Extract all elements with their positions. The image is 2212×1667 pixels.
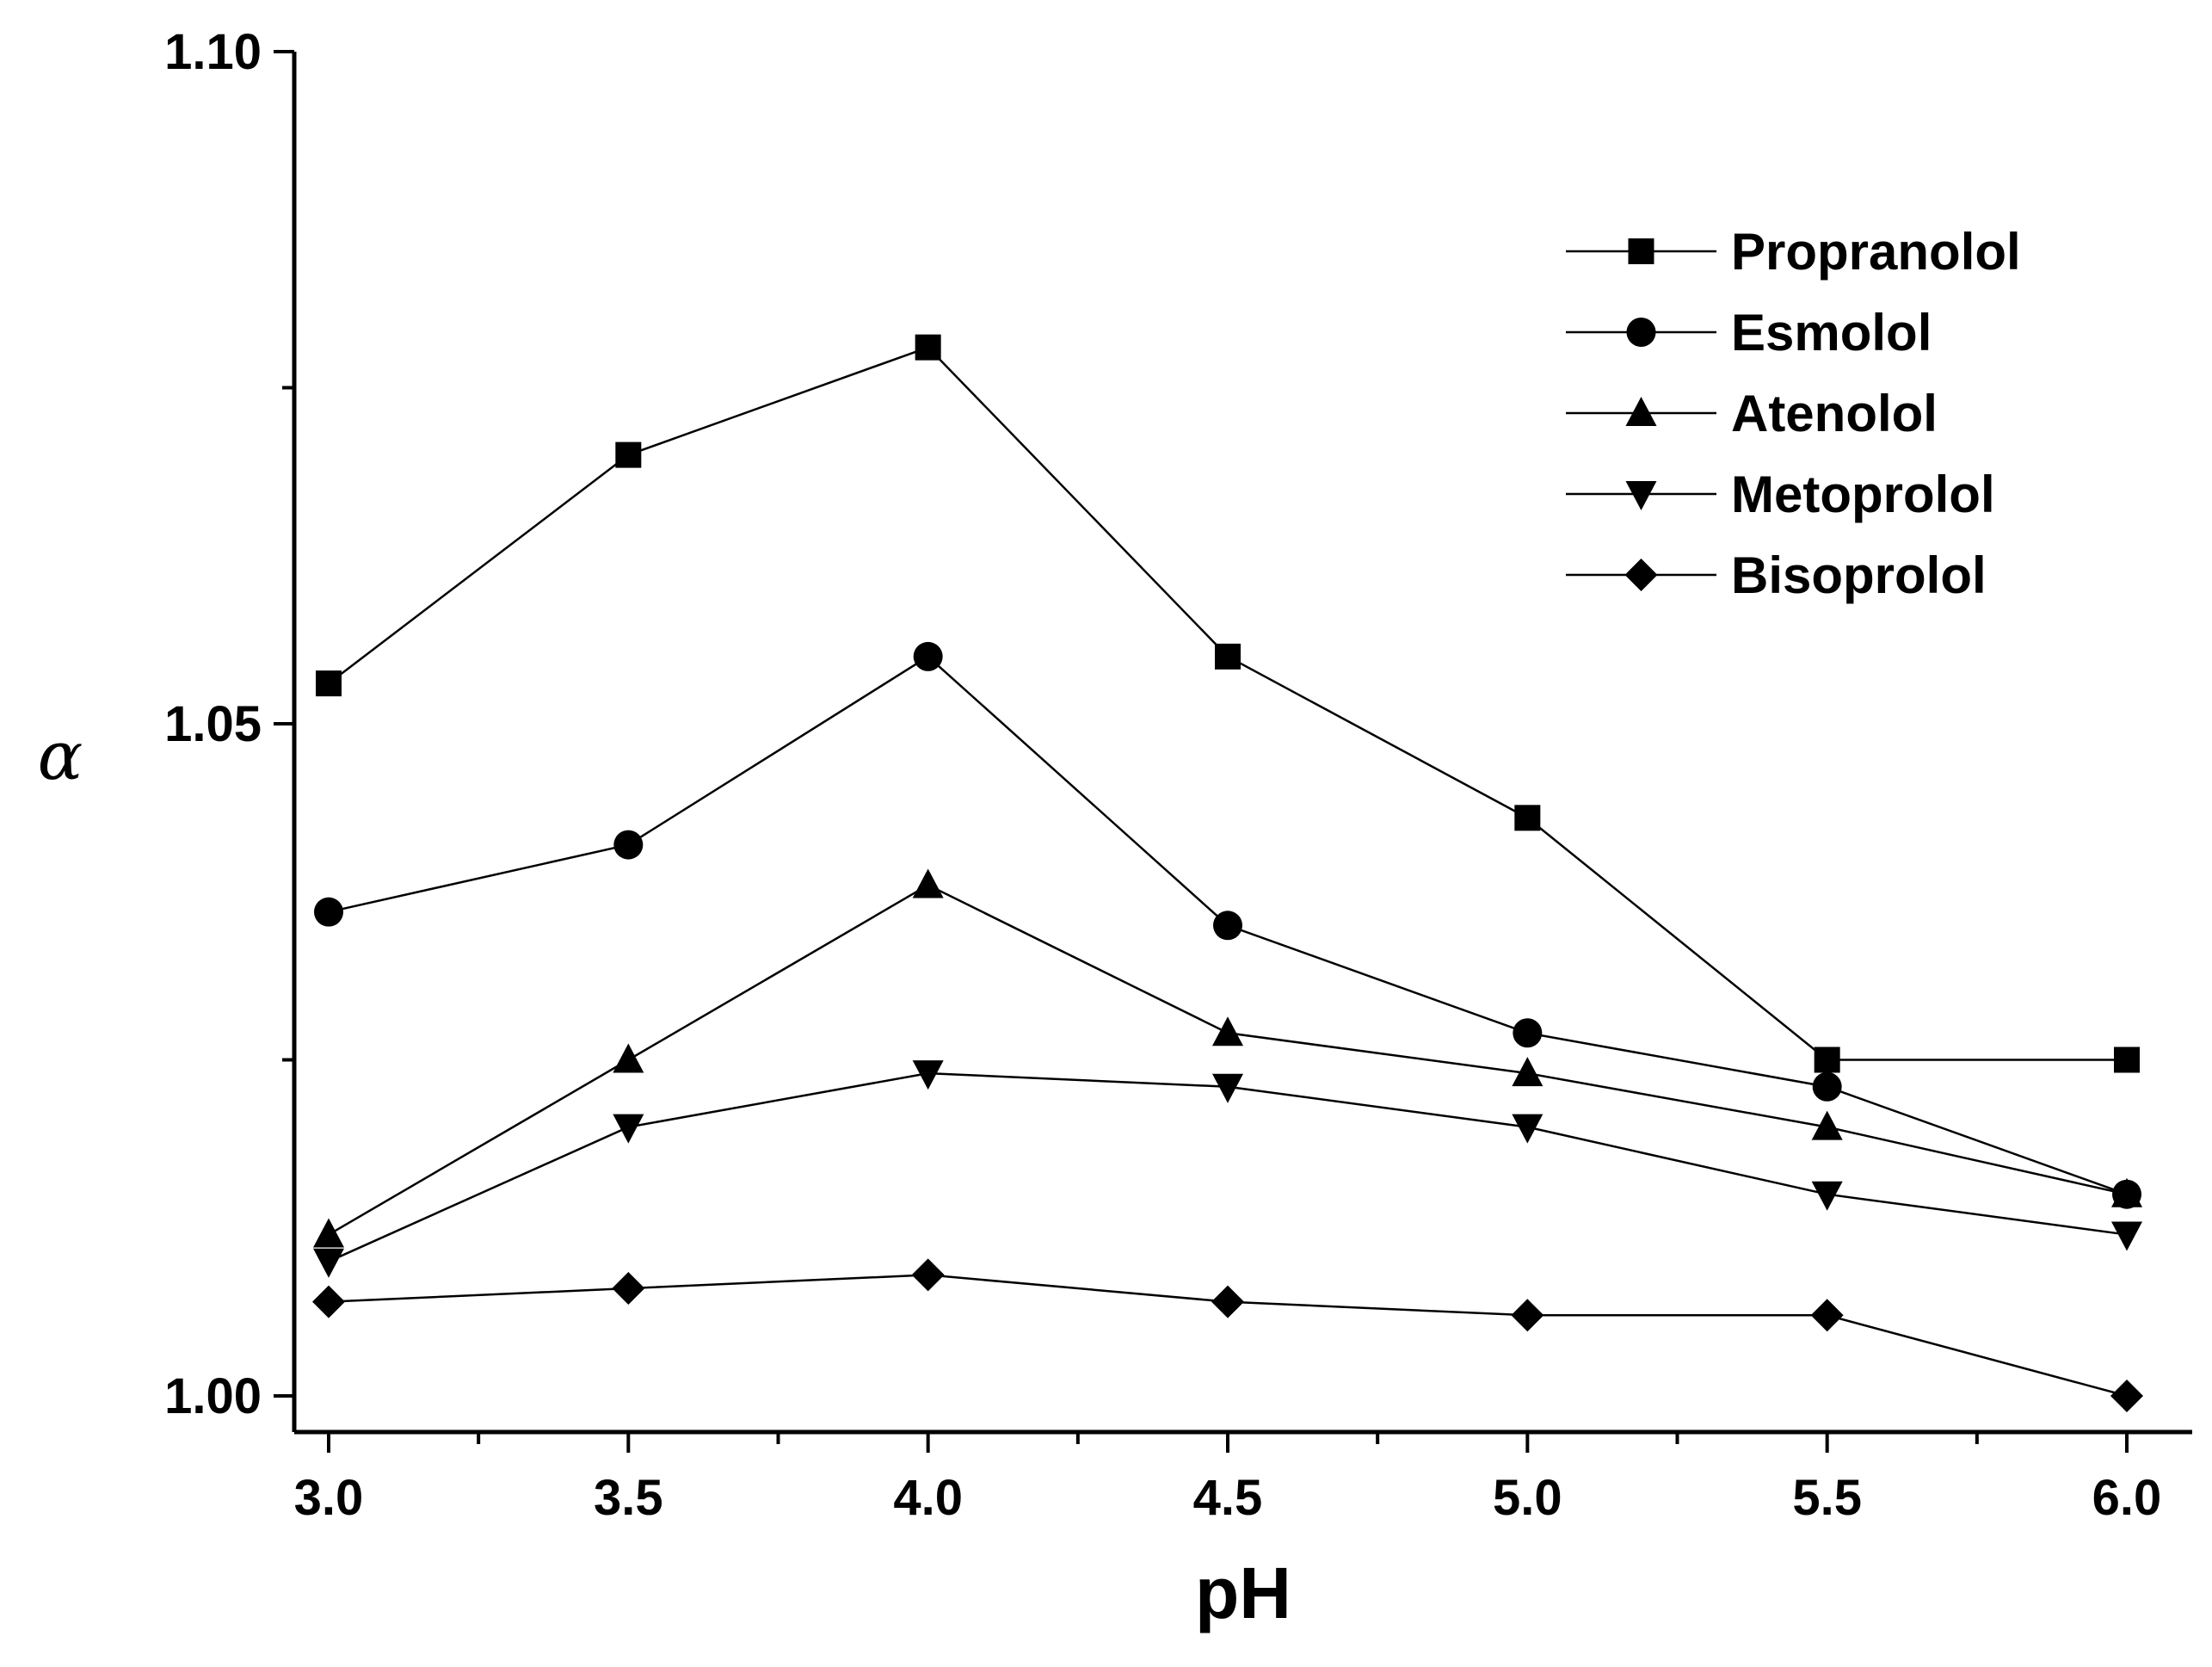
data-point-atenolol bbox=[912, 868, 944, 898]
x-tick-label: 4.0 bbox=[893, 1470, 963, 1526]
data-point-bisoprolol bbox=[1810, 1299, 1844, 1332]
data-point-metoprolol bbox=[313, 1248, 344, 1278]
legend-marker-diamond bbox=[1624, 559, 1658, 591]
x-tick-label: 4.5 bbox=[1193, 1470, 1263, 1526]
legend-marker-triangle-up bbox=[1625, 397, 1657, 426]
data-point-atenolol bbox=[313, 1218, 344, 1248]
data-point-propranolol bbox=[316, 670, 342, 697]
x-tick-label: 6.0 bbox=[2092, 1470, 2162, 1526]
data-point-metoprolol bbox=[912, 1060, 944, 1090]
legend-marker-triangle-down bbox=[1625, 481, 1657, 510]
x-tick-label: 5.0 bbox=[1493, 1470, 1562, 1526]
data-point-atenolol bbox=[1512, 1057, 1543, 1087]
series-atenolol bbox=[313, 868, 2142, 1248]
legend-label: Propranolol bbox=[1731, 223, 2021, 281]
legend-item-metoprolol: Metoprolol bbox=[1566, 466, 1995, 523]
x-tick-label: 5.5 bbox=[1792, 1470, 1862, 1526]
data-point-bisoprolol bbox=[911, 1258, 945, 1292]
series-esmolol bbox=[314, 641, 2141, 1209]
data-point-bisoprolol bbox=[1211, 1285, 1244, 1318]
axes: 3.0 3.5 4.0 4.5 5.0 5.5 6.0 1.00 1.05 1.10 bbox=[164, 24, 2192, 1526]
data-point-esmolol bbox=[613, 830, 644, 860]
y-tick-label: 1.00 bbox=[164, 1368, 262, 1424]
data-point-esmolol bbox=[1213, 911, 1242, 941]
data-point-bisoprolol bbox=[1511, 1299, 1544, 1332]
data-point-metoprolol bbox=[1512, 1114, 1543, 1144]
data-point-esmolol bbox=[1513, 1018, 1543, 1048]
y-tick-label: 1.05 bbox=[164, 696, 262, 752]
legend: Propranolol Esmolol Atenolol Metoprolol Biso… bbox=[1566, 223, 2021, 604]
data-point-bisoprolol bbox=[2110, 1380, 2143, 1412]
data-point-atenolol bbox=[1212, 1016, 1243, 1047]
data-point-metoprolol bbox=[2111, 1221, 2142, 1251]
data-point-propranolol bbox=[2114, 1047, 2140, 1073]
legend-label: Metoprolol bbox=[1731, 466, 1995, 523]
data-point-atenolol bbox=[1811, 1110, 1843, 1140]
series-bisoprolol bbox=[312, 1258, 2143, 1412]
data-point-esmolol bbox=[1812, 1071, 1842, 1102]
data-point-atenolol bbox=[2111, 1177, 2142, 1207]
data-point-propranolol bbox=[615, 441, 642, 468]
x-axis-title: pH bbox=[1195, 1553, 1291, 1633]
legend-item-esmolol: Esmolol bbox=[1566, 304, 1932, 361]
legend-item-propranolol: Propranolol bbox=[1566, 223, 2021, 281]
legend-item-bisoprolol: Bisoprolol bbox=[1566, 546, 1987, 604]
legend-marker-circle bbox=[1626, 318, 1656, 347]
data-point-propranolol bbox=[1215, 643, 1241, 670]
data-point-esmolol bbox=[913, 641, 943, 671]
legend-label: Esmolol bbox=[1731, 304, 1932, 361]
data-point-propranolol bbox=[1814, 1047, 1840, 1073]
series-line-propranolol bbox=[328, 346, 2127, 1061]
y-axis-title: α bbox=[38, 718, 83, 795]
data-point-metoprolol bbox=[1811, 1181, 1843, 1211]
data-point-propranolol bbox=[915, 334, 941, 361]
series-layer bbox=[312, 334, 2143, 1412]
data-point-esmolol bbox=[314, 897, 343, 927]
data-point-metoprolol bbox=[613, 1114, 644, 1144]
series-metoprolol bbox=[313, 1060, 2142, 1278]
data-point-metoprolol bbox=[1212, 1073, 1243, 1103]
x-tick-label: 3.0 bbox=[294, 1470, 364, 1526]
y-tick-label: 1.10 bbox=[164, 24, 262, 80]
data-point-bisoprolol bbox=[612, 1272, 645, 1306]
data-point-propranolol bbox=[1514, 805, 1541, 831]
legend-label: Bisoprolol bbox=[1731, 546, 1987, 604]
legend-item-atenolol: Atenolol bbox=[1566, 385, 1938, 442]
legend-label: Atenolol bbox=[1731, 385, 1938, 442]
series-propranolol bbox=[316, 334, 2140, 1073]
data-point-atenolol bbox=[613, 1043, 644, 1073]
x-tick-label: 3.5 bbox=[594, 1470, 663, 1526]
data-point-bisoprolol bbox=[312, 1285, 345, 1318]
legend-marker-square bbox=[1628, 238, 1654, 264]
